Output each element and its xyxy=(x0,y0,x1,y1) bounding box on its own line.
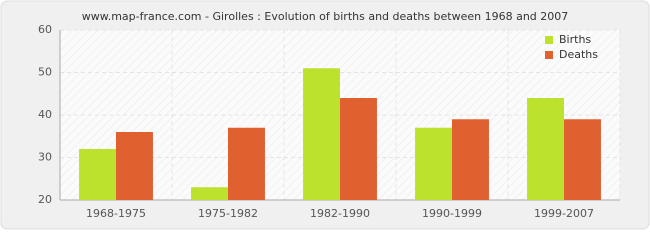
x-tick-label: 1975-1982 xyxy=(198,207,258,220)
x-tick-label: 1982-1990 xyxy=(310,207,370,220)
bar xyxy=(191,187,228,200)
bar xyxy=(415,127,452,200)
x-tick-label: 1999-2007 xyxy=(534,207,594,220)
y-tick-label: 40 xyxy=(38,108,52,121)
legend-swatch xyxy=(545,36,553,44)
y-tick-label: 60 xyxy=(38,23,52,36)
bar xyxy=(340,98,377,200)
bar xyxy=(116,132,153,200)
y-tick-label: 30 xyxy=(38,151,52,164)
legend-label: Births xyxy=(559,33,591,46)
x-tick-label: 1968-1975 xyxy=(86,207,146,220)
bar xyxy=(527,98,564,200)
bar xyxy=(79,149,116,200)
legend-swatch xyxy=(545,51,553,59)
bar xyxy=(303,68,340,200)
y-tick-label: 50 xyxy=(38,66,52,79)
bar xyxy=(228,127,265,200)
page: www.map-france.com - Girolles : Evolutio… xyxy=(0,0,650,230)
y-tick-label: 20 xyxy=(38,193,52,206)
bar xyxy=(564,119,601,200)
x-tick-label: 1990-1999 xyxy=(422,207,482,220)
legend-label: Deaths xyxy=(559,48,598,61)
chart-title: www.map-france.com - Girolles : Evolutio… xyxy=(82,10,569,23)
bar xyxy=(452,119,489,200)
chart: www.map-france.com - Girolles : Evolutio… xyxy=(0,0,650,230)
